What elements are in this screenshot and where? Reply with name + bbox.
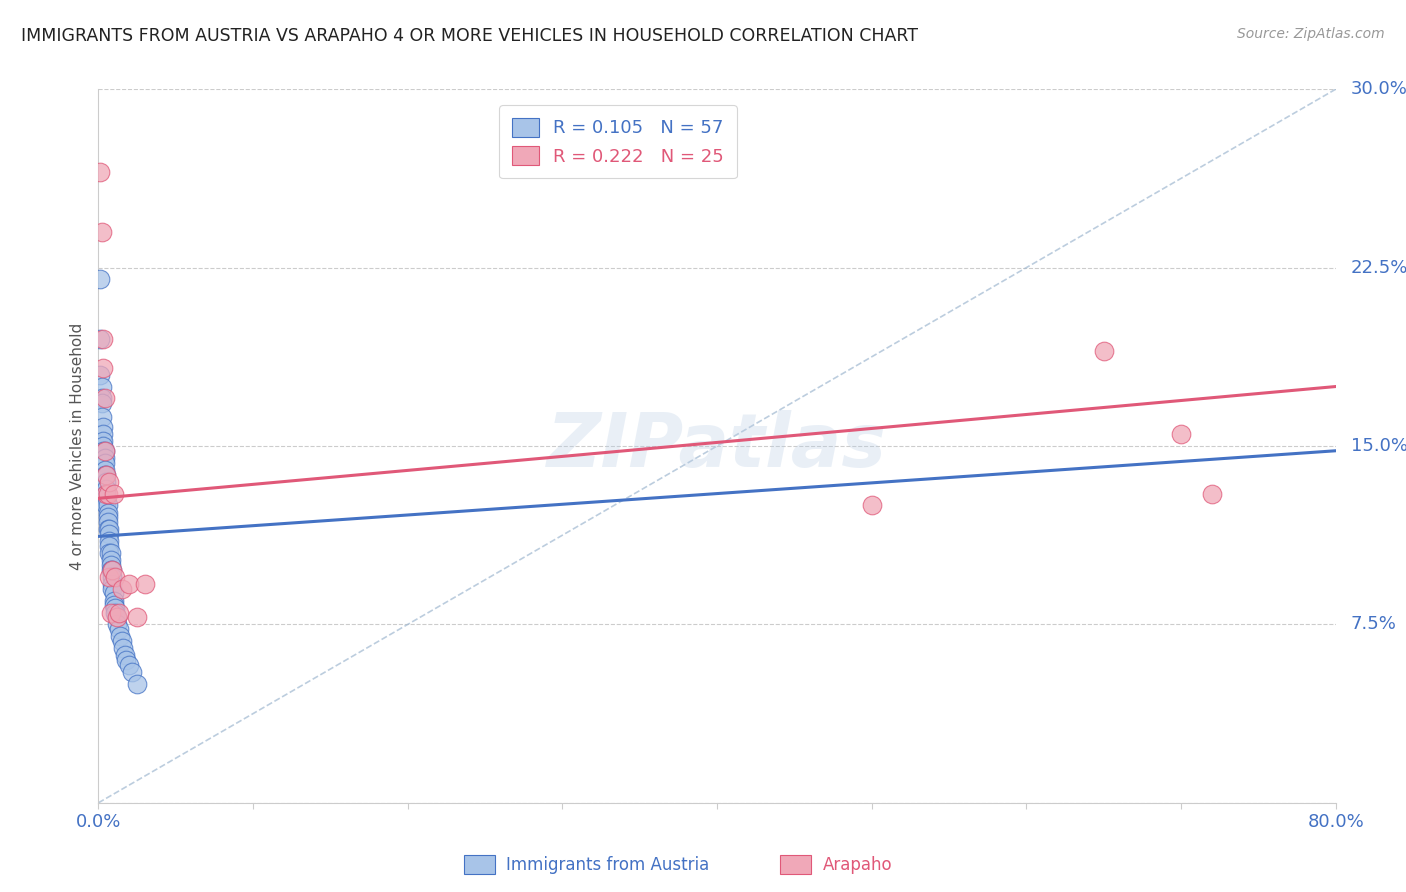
Point bbox=[91, 427, 114, 442]
Point bbox=[100, 553, 122, 567]
Point bbox=[93, 456, 115, 470]
Point bbox=[1092, 343, 1115, 358]
Point bbox=[97, 506, 120, 520]
Point bbox=[1170, 427, 1192, 442]
Point bbox=[91, 443, 114, 458]
Point bbox=[114, 648, 136, 663]
Point bbox=[98, 475, 121, 489]
Point bbox=[91, 360, 114, 375]
Point bbox=[91, 332, 114, 346]
Legend: R = 0.105   N = 57, R = 0.222   N = 25: R = 0.105 N = 57, R = 0.222 N = 25 bbox=[499, 105, 737, 178]
Point bbox=[97, 486, 120, 500]
Point bbox=[90, 379, 112, 393]
Point bbox=[101, 563, 124, 577]
Point bbox=[101, 563, 124, 577]
Text: 15.0%: 15.0% bbox=[1351, 437, 1406, 455]
Point bbox=[98, 522, 121, 536]
Point bbox=[103, 586, 125, 600]
Point bbox=[96, 499, 118, 513]
Point bbox=[100, 546, 122, 560]
Text: Immigrants from Austria: Immigrants from Austria bbox=[506, 856, 710, 874]
Point bbox=[96, 467, 118, 482]
Point bbox=[100, 563, 122, 577]
Point bbox=[91, 420, 114, 434]
Point bbox=[96, 486, 118, 500]
Text: IMMIGRANTS FROM AUSTRIA VS ARAPAHO 4 OR MORE VEHICLES IN HOUSEHOLD CORRELATION C: IMMIGRANTS FROM AUSTRIA VS ARAPAHO 4 OR … bbox=[21, 27, 918, 45]
Point bbox=[96, 467, 118, 482]
Point bbox=[97, 499, 120, 513]
Point bbox=[103, 486, 125, 500]
Point bbox=[97, 510, 120, 524]
Point bbox=[91, 434, 114, 449]
Point bbox=[93, 443, 115, 458]
Point bbox=[105, 610, 128, 624]
Point bbox=[108, 629, 131, 643]
Point bbox=[89, 272, 111, 286]
Point bbox=[93, 463, 115, 477]
Point bbox=[98, 527, 121, 541]
Point bbox=[97, 522, 120, 536]
Text: 22.5%: 22.5% bbox=[1351, 259, 1406, 277]
Point bbox=[134, 577, 156, 591]
Text: 30.0%: 30.0% bbox=[1351, 80, 1406, 98]
Point bbox=[127, 610, 149, 624]
Point bbox=[90, 410, 112, 425]
Point bbox=[101, 582, 124, 596]
Y-axis label: 4 or more Vehicles in Household: 4 or more Vehicles in Household bbox=[70, 322, 86, 570]
Point bbox=[98, 534, 121, 549]
Point bbox=[96, 491, 118, 506]
Point bbox=[100, 606, 122, 620]
Point bbox=[103, 593, 125, 607]
Text: Source: ZipAtlas.com: Source: ZipAtlas.com bbox=[1237, 27, 1385, 41]
Point bbox=[100, 558, 122, 572]
Point bbox=[96, 475, 118, 489]
Point bbox=[105, 610, 128, 624]
Point bbox=[118, 577, 141, 591]
Point bbox=[127, 677, 149, 691]
Point bbox=[89, 368, 111, 382]
Point bbox=[98, 539, 121, 553]
Point bbox=[105, 617, 128, 632]
Point bbox=[115, 653, 138, 667]
Point bbox=[90, 396, 112, 410]
Point bbox=[104, 600, 127, 615]
Point bbox=[112, 641, 135, 656]
Point bbox=[111, 634, 132, 648]
Point bbox=[860, 499, 883, 513]
Point bbox=[91, 439, 114, 453]
Point bbox=[93, 443, 115, 458]
Point bbox=[111, 582, 132, 596]
Point bbox=[107, 606, 129, 620]
Point bbox=[89, 165, 111, 179]
Point bbox=[93, 450, 115, 465]
Point bbox=[98, 546, 121, 560]
Point bbox=[103, 599, 125, 613]
Point bbox=[93, 467, 115, 482]
Point bbox=[93, 392, 115, 406]
Point bbox=[97, 515, 120, 529]
Text: Arapaho: Arapaho bbox=[823, 856, 893, 874]
Point bbox=[104, 570, 127, 584]
Point bbox=[1201, 486, 1223, 500]
Point bbox=[101, 570, 124, 584]
Point bbox=[98, 570, 121, 584]
Point bbox=[107, 622, 129, 636]
Point bbox=[121, 665, 143, 679]
Point bbox=[96, 482, 118, 496]
Point bbox=[118, 657, 141, 672]
Point bbox=[90, 225, 112, 239]
Point bbox=[101, 577, 124, 591]
Point bbox=[89, 332, 111, 346]
Point bbox=[90, 392, 112, 406]
Point bbox=[96, 486, 118, 500]
Text: ZIPatlas: ZIPatlas bbox=[547, 409, 887, 483]
Point bbox=[104, 606, 127, 620]
Text: 7.5%: 7.5% bbox=[1351, 615, 1396, 633]
